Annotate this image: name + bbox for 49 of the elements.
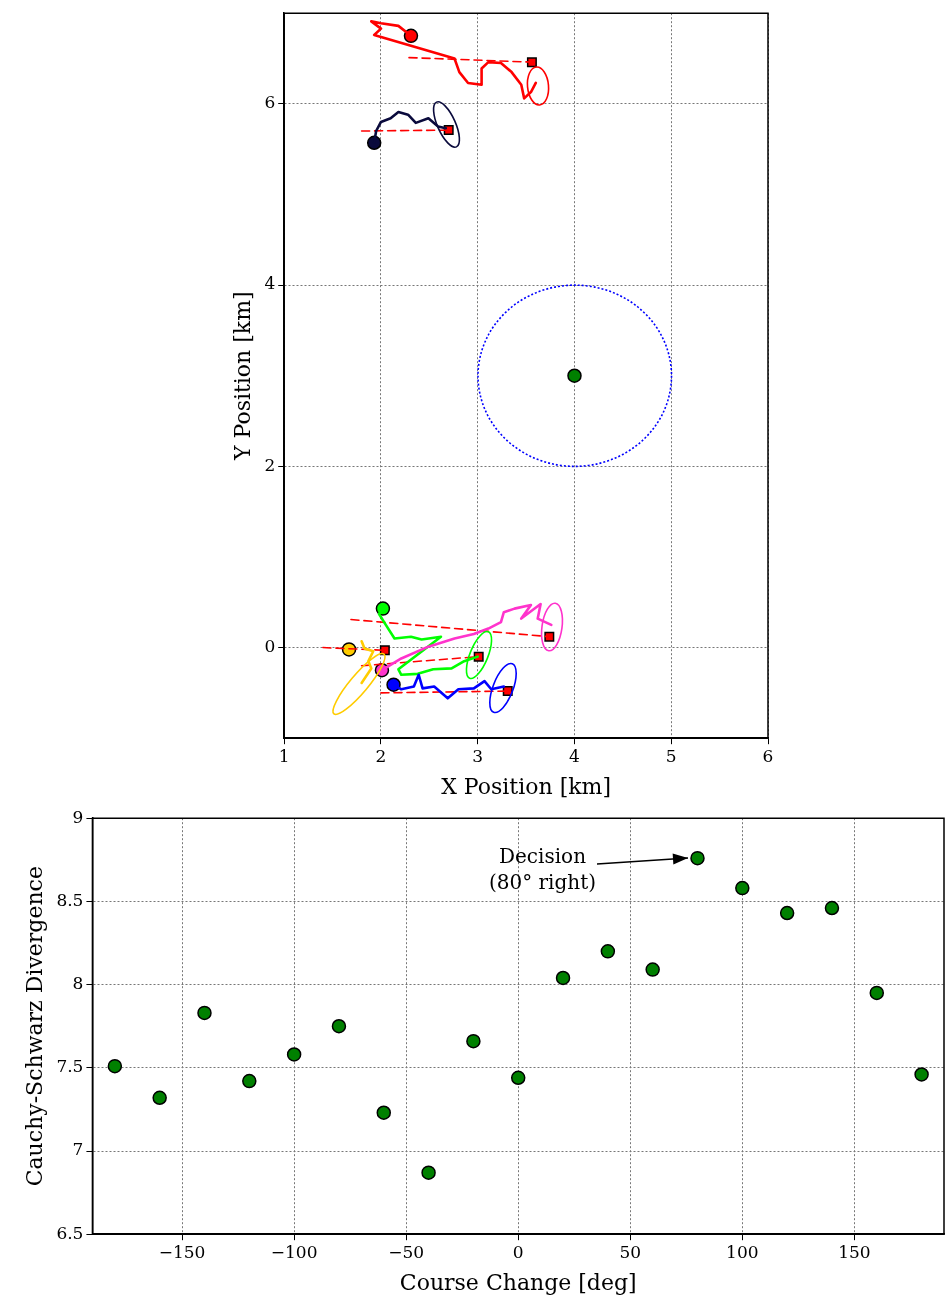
y-tick-label: 8 bbox=[72, 973, 84, 994]
point bbox=[107, 1058, 123, 1074]
point bbox=[914, 1067, 929, 1082]
x-axis-title: Course Change [deg] bbox=[399, 1269, 637, 1295]
x-axis-title: X Position [km] bbox=[441, 773, 611, 799]
x-tick-label: 4 bbox=[569, 745, 580, 766]
x-tick-label: −150 bbox=[158, 1241, 206, 1262]
point bbox=[824, 900, 840, 916]
y-tick-label: 8.5 bbox=[56, 889, 84, 910]
point bbox=[286, 1047, 302, 1062]
x-tick-label: 6 bbox=[762, 745, 774, 766]
x-tick-label: 5 bbox=[665, 745, 677, 766]
point bbox=[869, 985, 885, 1001]
x-tick-label: 100 bbox=[726, 1241, 759, 1262]
y-axis-title: Cauchy-Schwarz Divergence bbox=[21, 866, 47, 1187]
point bbox=[555, 970, 571, 986]
point bbox=[421, 1165, 436, 1180]
point bbox=[242, 1073, 257, 1089]
y-tick-label: 7 bbox=[72, 1139, 84, 1160]
point bbox=[645, 962, 660, 977]
x-tick-label: −50 bbox=[388, 1241, 425, 1262]
annotation: Decision (80° right) bbox=[488, 844, 597, 895]
point bbox=[331, 1018, 347, 1034]
point bbox=[510, 1070, 526, 1086]
point bbox=[376, 1105, 392, 1120]
point bbox=[466, 1033, 481, 1049]
y-tick-label: 4 bbox=[264, 273, 276, 294]
point bbox=[600, 944, 616, 959]
y-axis-title: Y Position [km] bbox=[229, 291, 255, 462]
y-tick-label: 6 bbox=[264, 92, 276, 113]
point bbox=[544, 631, 555, 642]
y-tick-label: 0 bbox=[264, 636, 276, 656]
y-tick-label: 2 bbox=[264, 454, 276, 475]
x-tick-label: 2 bbox=[375, 745, 387, 766]
x-tick-label: 0 bbox=[512, 1241, 524, 1262]
y-tick-label: 9 bbox=[72, 806, 84, 827]
point bbox=[197, 1005, 212, 1021]
point bbox=[526, 57, 537, 68]
x-tick-label: 1 bbox=[278, 745, 290, 766]
x-tick-label: −100 bbox=[270, 1241, 318, 1262]
point bbox=[690, 850, 705, 866]
point bbox=[779, 905, 795, 921]
x-tick-label: 150 bbox=[838, 1241, 871, 1262]
x-tick-label: 3 bbox=[472, 745, 484, 766]
y-tick-label: 7.5 bbox=[56, 1056, 84, 1077]
x-tick-label: 50 bbox=[619, 1241, 642, 1262]
point bbox=[735, 880, 750, 896]
y-tick-label: 6.5 bbox=[56, 1222, 84, 1243]
point bbox=[152, 1090, 167, 1105]
